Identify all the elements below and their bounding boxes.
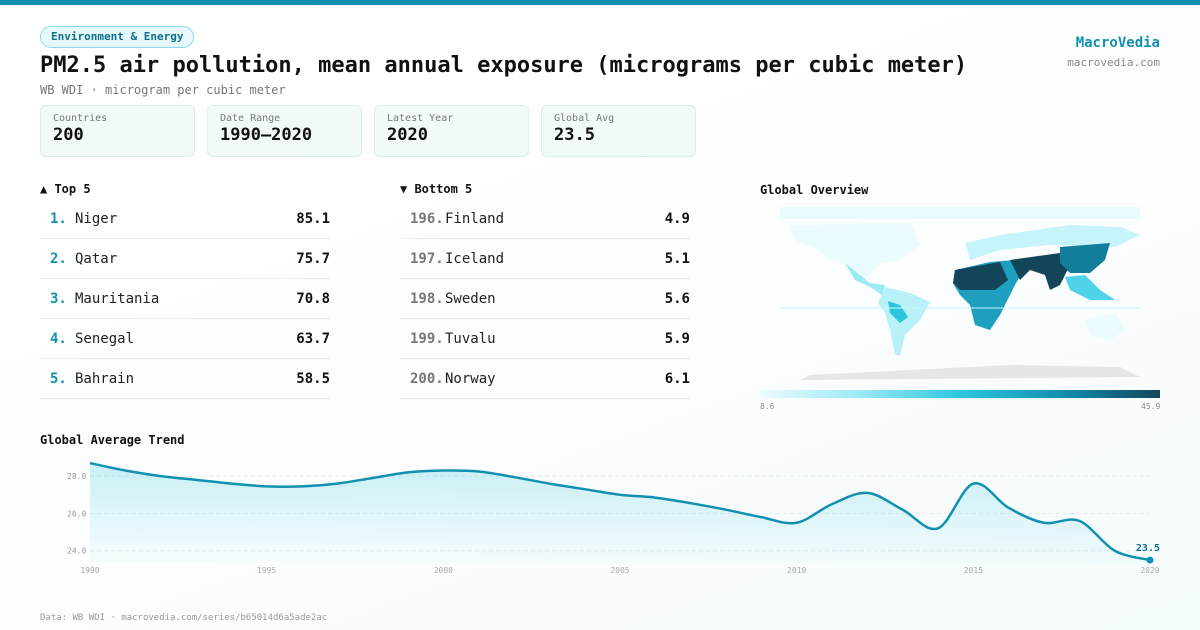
map-north-america <box>790 223 920 280</box>
y-tick-label: 26.0 <box>67 509 86 518</box>
x-tick-label: 2010 <box>787 566 806 575</box>
country-value: 70.8 <box>296 290 330 307</box>
stat-label: Latest Year <box>387 113 454 124</box>
stat-value: 2020 <box>387 125 428 145</box>
stat-label: Global Avg <box>554 113 615 124</box>
list-item[interactable]: 5. Bahrain 58.5 <box>40 359 330 399</box>
legend-min: 8.6 <box>760 402 775 411</box>
bottom5-heading: ▼ Bottom 5 <box>400 182 473 196</box>
trend-area <box>90 463 1150 563</box>
map-antarctica <box>800 365 1140 380</box>
world-map[interactable] <box>760 205 1160 385</box>
rank-label: 200. <box>410 370 444 387</box>
country-name: Finland <box>445 210 505 227</box>
list-item[interactable]: 4. Senegal 63.7 <box>40 319 330 359</box>
x-tick-label: 2005 <box>610 566 629 575</box>
country-value: 75.7 <box>296 250 330 267</box>
stat-value: 200 <box>53 125 84 145</box>
last-value-label: 23.5 <box>1136 543 1160 554</box>
rank-label: 196. <box>410 210 444 227</box>
map-europe-russia <box>965 225 1140 260</box>
top5-list: 1. Niger 85.1 2. Qatar 75.7 3. Mauritania 70.8 4.… <box>40 199 330 399</box>
map-australia <box>1085 313 1125 340</box>
x-tick-label: 1990 <box>80 566 99 575</box>
country-value: 63.7 <box>296 330 330 347</box>
rank-label: 199. <box>410 330 444 347</box>
map-peru-bolivia <box>888 301 908 323</box>
list-item[interactable]: 200. Norway 6.1 <box>400 359 690 399</box>
footer-source: Data: WB WDI · macrovedia.com/series/b65… <box>40 613 328 623</box>
y-tick-label: 28.0 <box>67 472 86 481</box>
x-tick-label: 2020 <box>1140 566 1159 575</box>
x-tick-label: 2000 <box>434 566 453 575</box>
country-name: Niger <box>75 210 118 227</box>
country-value: 85.1 <box>296 210 330 227</box>
stat-label: Date Range <box>220 113 281 124</box>
top-accent-bar <box>0 0 1200 5</box>
rank-label: 197. <box>410 250 444 267</box>
map-sahel <box>953 262 1008 290</box>
stat-card-global-avg: Global Avg 23.5 <box>541 105 696 157</box>
top5-heading: ▲ Top 5 <box>40 182 91 196</box>
list-item[interactable]: 198. Sweden 5.6 <box>400 279 690 319</box>
map-heading: Global Overview <box>760 183 869 197</box>
stat-card-date-range: Date Range 1990–2020 <box>207 105 362 157</box>
bottom5-list: 196. Finland 4.9 197. Iceland 5.1 198. Sweden 5.… <box>400 199 690 399</box>
country-name: Iceland <box>445 250 505 267</box>
stat-card-latest-year: Latest Year 2020 <box>374 105 529 157</box>
stat-card-countries: Countries 200 <box>40 105 195 157</box>
country-name: Senegal <box>75 330 135 347</box>
trend-heading: Global Average Trend <box>40 433 185 447</box>
legend-max: 45.9 <box>1141 402 1161 411</box>
map-south-america <box>878 287 930 355</box>
list-item[interactable]: 197. Iceland 5.1 <box>400 239 690 279</box>
rank-label: 3. <box>50 290 67 307</box>
stat-value: 1990–2020 <box>220 125 313 145</box>
country-name: Qatar <box>75 250 118 267</box>
page-subtitle: WB WDI · microgram per cubic meter <box>40 83 286 97</box>
map-central-america <box>845 263 885 295</box>
category-badge[interactable]: Environment & Energy <box>40 26 195 48</box>
x-tick-label: 1995 <box>257 566 276 575</box>
list-item[interactable]: 3. Mauritania 70.8 <box>40 279 330 319</box>
list-item[interactable]: 199. Tuvalu 5.9 <box>400 319 690 359</box>
list-item[interactable]: 196. Finland 4.9 <box>400 199 690 239</box>
country-name: Tuvalu <box>445 330 496 347</box>
country-value: 6.1 <box>664 370 690 387</box>
rank-label: 1. <box>50 210 67 227</box>
country-name: Bahrain <box>75 370 135 387</box>
map-arctic <box>780 207 1140 219</box>
trend-chart: 24.0 26.0 28.0 1990 1995 2000 2005 2010 2015 2020… <box>67 461 1160 575</box>
data-point <box>1146 556 1154 564</box>
stat-label: Countries <box>53 113 108 124</box>
brand-logo[interactable]: MacroVedia <box>1075 35 1160 51</box>
country-name: Norway <box>445 370 496 387</box>
rank-label: 4. <box>50 330 67 347</box>
y-tick-label: 24.0 <box>67 547 86 556</box>
country-value: 5.9 <box>664 330 690 347</box>
trend-line <box>89 461 1151 562</box>
list-item[interactable]: 1. Niger 85.1 <box>40 199 330 239</box>
brand-url[interactable]: macrovedia.com <box>1067 56 1160 69</box>
rank-label: 2. <box>50 250 67 267</box>
country-name: Sweden <box>445 290 496 307</box>
list-item[interactable]: 2. Qatar 75.7 <box>40 239 330 279</box>
map-color-legend <box>760 390 1160 398</box>
country-value: 58.5 <box>296 370 330 387</box>
rank-label: 198. <box>410 290 444 307</box>
country-value: 5.1 <box>664 250 690 267</box>
map-china <box>1060 243 1110 273</box>
page-title: PM2.5 air pollution, mean annual exposur… <box>40 53 968 78</box>
country-value: 5.6 <box>664 290 690 307</box>
map-southeast-asia <box>1065 275 1115 300</box>
x-tick-label: 2015 <box>964 566 983 575</box>
stat-value: 23.5 <box>554 125 595 145</box>
rank-label: 5. <box>50 370 67 387</box>
map-middle-east-south-asia <box>1010 253 1070 290</box>
country-name: Mauritania <box>75 290 160 307</box>
country-value: 4.9 <box>664 210 690 227</box>
